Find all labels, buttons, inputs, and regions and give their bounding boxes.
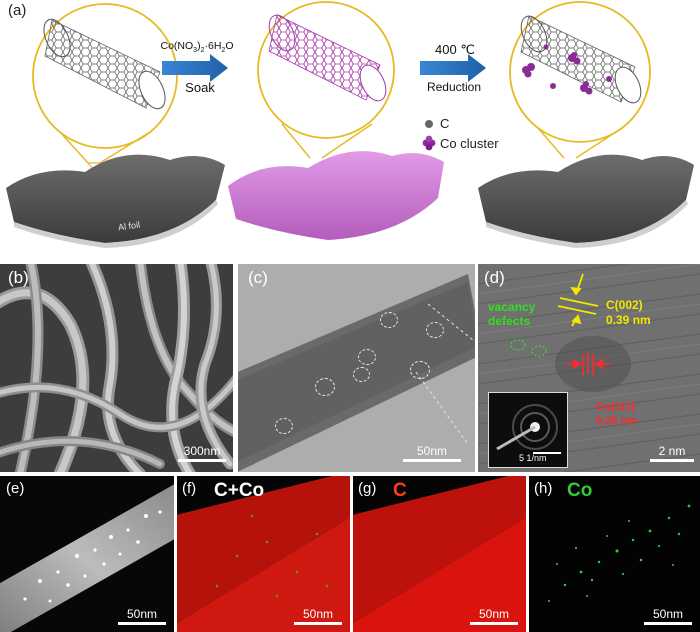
reduction-step-label: Reduction — [426, 80, 482, 94]
co-cluster-marker — [410, 361, 430, 379]
panel-d-scale-text: 2 nm — [658, 444, 686, 458]
carbon-map — [353, 476, 526, 632]
panel-b-label: (b) — [8, 268, 29, 287]
co-cluster-marker — [426, 322, 444, 338]
panel-f-c-co-map: (f) C+Co 50nm — [177, 476, 350, 632]
panel-g-title: C — [393, 480, 407, 501]
co-cluster-marker — [358, 349, 376, 365]
panel-d-label: (d) — [484, 268, 505, 287]
panel-g-scale-bar — [470, 622, 518, 625]
soaked-foil-substrate — [228, 151, 444, 240]
panel-h-scale-bar — [644, 622, 692, 625]
co-cluster-marker — [380, 312, 398, 328]
c-co-overlay-map — [177, 476, 350, 632]
panel-c-scale-bar — [403, 459, 461, 462]
panel-f-title: C+Co — [214, 480, 265, 501]
co111-label: Co(111) 0.20 nm — [596, 400, 637, 428]
panel-f-scale-text: 50nm — [302, 607, 334, 621]
stage3-cnt-group — [478, 1, 694, 248]
soak-step-label: Soak — [185, 80, 215, 95]
panel-e-scale-bar — [118, 622, 166, 625]
stage1-cnt-group — [6, 3, 225, 248]
panel-f-scale-bar — [294, 622, 342, 625]
panel-h-title: Co — [567, 480, 593, 501]
co-cluster-marker — [353, 367, 370, 382]
panel-d-hrtem-image: 5 1/nm (d) vacancy defects C(002) 0.39 n… — [478, 264, 700, 472]
co111-plane: Co(111) — [596, 401, 636, 413]
c002-label: C(002) 0.39 nm — [606, 298, 651, 328]
sem-nanotube-fibers — [0, 264, 233, 472]
panel-e-label: (e) — [6, 480, 25, 497]
vacancy-defect-markers — [510, 339, 547, 357]
co-clusters-on-cnt — [522, 44, 612, 95]
c002-plane: C(002) — [606, 298, 643, 312]
haadf-nanotube — [0, 476, 174, 632]
stage2-cnt-group — [228, 1, 444, 240]
panel-c-label: (c) — [248, 268, 268, 287]
reduction-temperature: 400 ℃ — [435, 42, 475, 57]
co111-spacing: 0.20 nm — [596, 415, 637, 427]
schematic-panel-a — [6, 1, 694, 248]
panel-h-co-map: (h) Co 50nm — [529, 476, 700, 632]
panel-e-haadf-image: (e) 50nm — [0, 476, 174, 632]
panel-d-scale-bar — [650, 459, 694, 462]
panel-g-label: (g) — [358, 480, 377, 497]
c002-spacing: 0.39 nm — [606, 313, 651, 327]
co-cluster-legend-icon — [422, 135, 436, 151]
al-foil-substrate-1 — [6, 154, 225, 248]
process-arrow-1 — [162, 54, 228, 82]
diffraction-pattern — [489, 393, 567, 467]
panel-e-scale-text: 50nm — [126, 607, 158, 621]
cobalt-map — [529, 476, 700, 632]
carbon-legend-label: C — [440, 116, 450, 131]
panel-b-sem-image: (b) 300nm — [0, 264, 233, 472]
panel-f-label: (f) — [182, 480, 197, 497]
reagent-formula: Co(NO3)2·6H2O — [160, 40, 234, 55]
vacancy-line-1: vacancy — [488, 300, 536, 314]
saed-diffraction-inset: 5 1/nm — [488, 392, 568, 468]
panel-g-c-map: (g) C 50nm — [353, 476, 526, 632]
co111-lattice-marker — [566, 352, 610, 376]
panel-h-label: (h) — [534, 480, 553, 497]
panel-b-scale-text: 300nm — [183, 444, 221, 458]
panel-g-scale-text: 50nm — [478, 607, 510, 621]
panel-b-scale-bar — [178, 459, 226, 462]
vacancy-line-2: defects — [488, 314, 531, 328]
co-cluster-marker — [275, 418, 293, 434]
vacancy-defects-label: vacancy defects — [488, 300, 535, 328]
cnt-pristine — [43, 18, 166, 110]
c002-lattice-marker — [557, 273, 599, 327]
co-cluster-legend-label: Co cluster — [440, 136, 499, 151]
co-cluster-marker — [315, 378, 335, 396]
panel-h-scale-text: 50nm — [652, 607, 684, 621]
panel-a-label: (a) — [8, 2, 27, 19]
panel-c-tem-image: (c) 50nm — [238, 264, 475, 472]
process-arrow-2 — [420, 54, 486, 82]
saed-scale-text: 5 1/nm — [519, 453, 547, 463]
panel-c-scale-text: 50nm — [416, 444, 448, 458]
carbon-legend-dot — [425, 120, 433, 128]
al-foil-substrate-3 — [478, 154, 694, 248]
